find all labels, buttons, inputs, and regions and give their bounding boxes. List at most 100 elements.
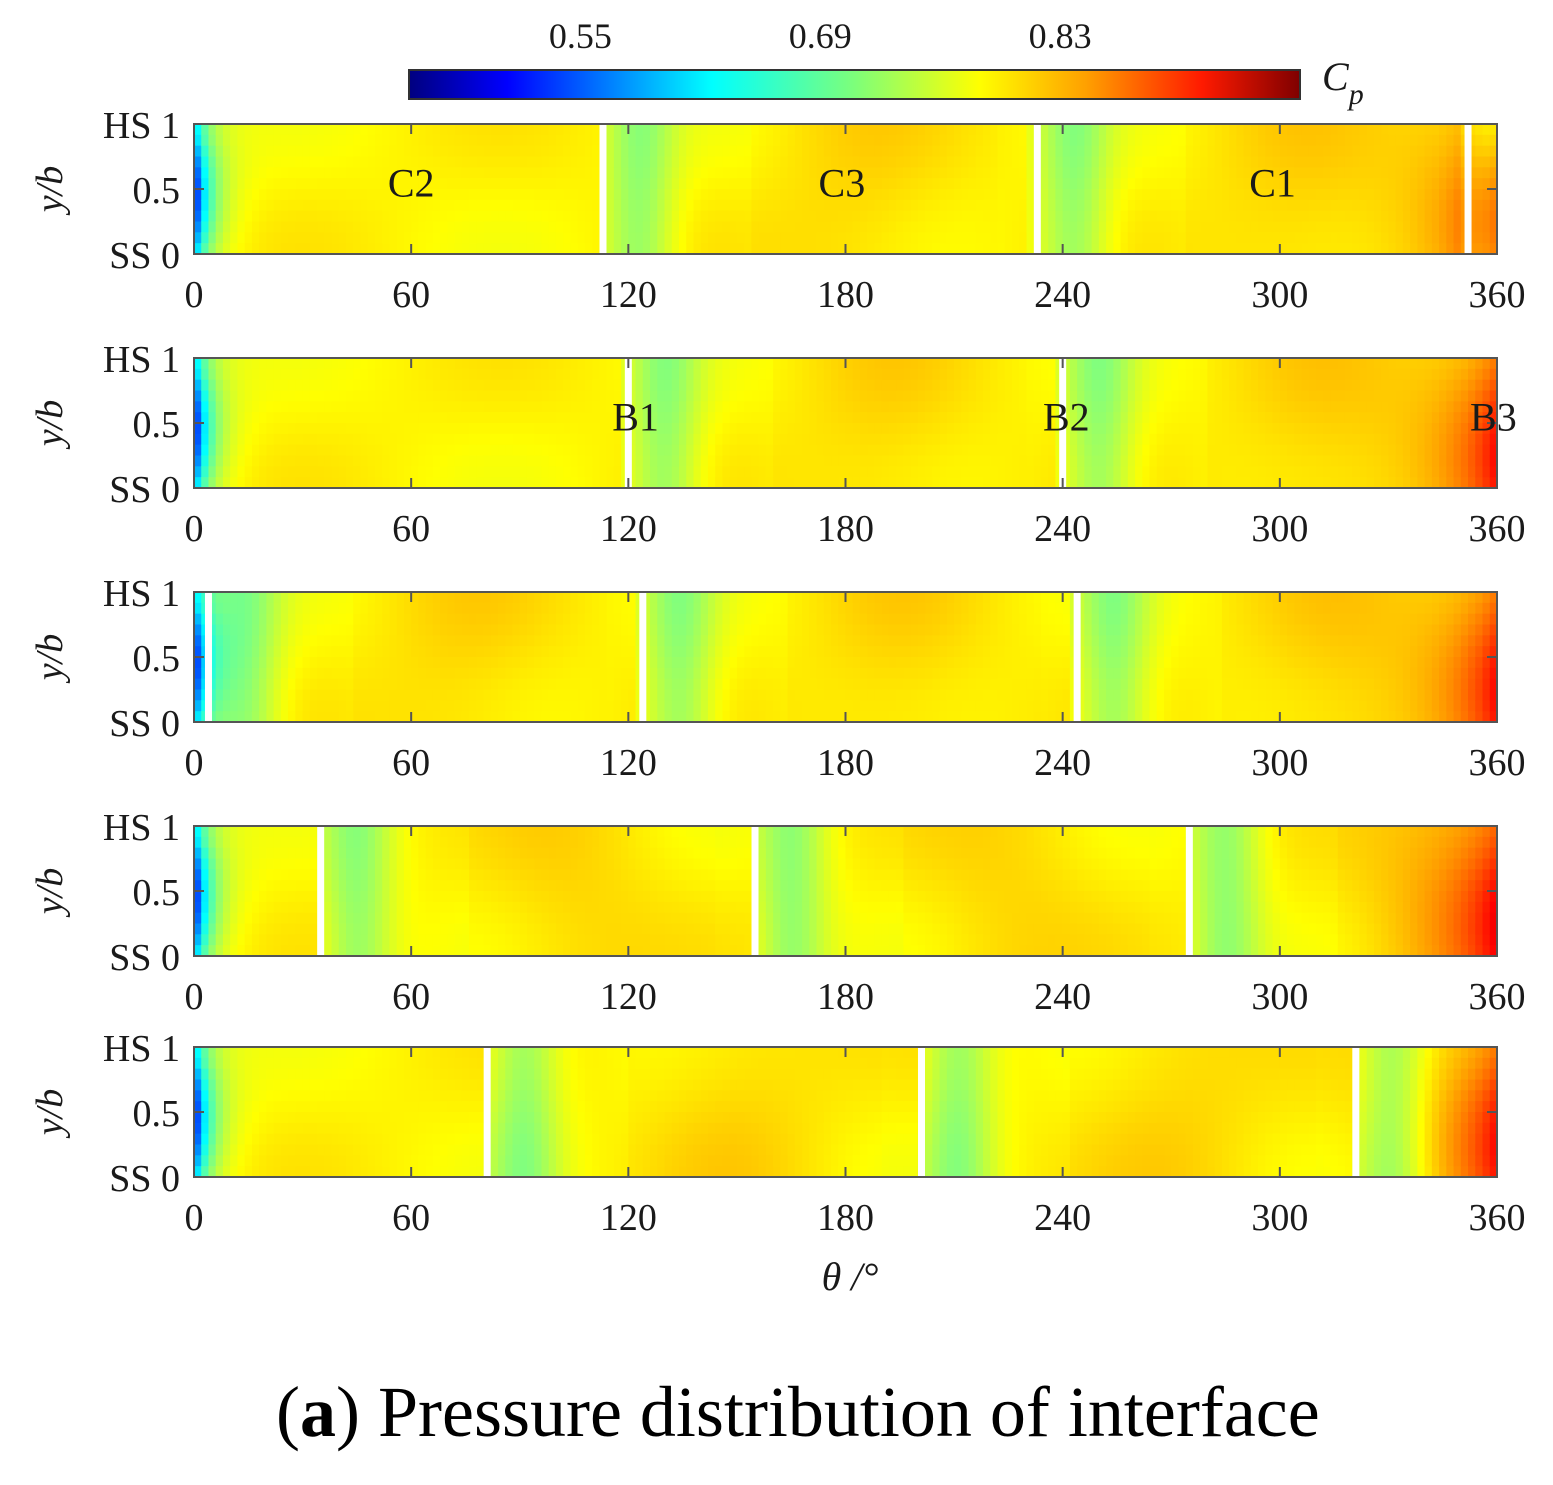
cp-cell xyxy=(707,189,716,201)
cp-cell xyxy=(657,444,666,457)
cp-cell xyxy=(324,444,333,457)
cp-cell xyxy=(208,412,217,424)
cp-cell xyxy=(809,134,818,147)
cp-cell xyxy=(628,189,637,201)
cp-cell xyxy=(1033,368,1042,381)
cp-cell xyxy=(1098,379,1107,392)
cp-cell xyxy=(1323,189,1332,201)
cp-cell xyxy=(208,423,217,435)
cp-cell xyxy=(519,646,528,658)
cp-cell xyxy=(1265,466,1274,478)
cp-cell xyxy=(367,592,376,604)
cp-cell xyxy=(838,189,847,201)
cp-cell xyxy=(534,423,543,435)
cp-cell xyxy=(367,134,376,147)
cp-cell xyxy=(1258,210,1266,223)
cp-cell xyxy=(555,243,564,255)
cp-cell xyxy=(1192,466,1201,478)
cp-cell xyxy=(700,466,709,478)
cp-cell xyxy=(1301,189,1310,201)
cp-cell xyxy=(367,678,376,691)
cp-cell xyxy=(490,613,499,626)
cp-cell xyxy=(389,711,398,723)
cp-cell xyxy=(859,232,868,244)
cp-cell xyxy=(1156,189,1165,201)
cp-cell xyxy=(483,178,492,190)
cp-cell xyxy=(309,423,318,435)
cp-cell xyxy=(664,145,673,158)
cp-cell xyxy=(447,178,456,190)
cp-cell xyxy=(744,433,752,446)
cp-cell xyxy=(932,358,941,370)
cp-cell xyxy=(736,433,745,446)
cp-cell xyxy=(215,667,224,680)
cp-cell xyxy=(526,134,535,147)
cp-cell xyxy=(1359,124,1368,136)
cp-cell xyxy=(874,145,883,158)
cp-cell xyxy=(266,156,275,168)
cp-cell xyxy=(1243,358,1252,370)
cp-cell xyxy=(1229,178,1237,190)
cp-cell xyxy=(396,455,405,467)
cp-cell xyxy=(411,646,420,658)
cp-cell xyxy=(1156,124,1165,136)
cp-cell xyxy=(360,646,369,658)
cp-cell xyxy=(1243,368,1252,381)
cp-cell xyxy=(346,379,354,392)
cp-cell xyxy=(526,635,535,647)
cp-cell xyxy=(461,477,470,489)
cp-cell xyxy=(548,156,557,168)
cp-cell xyxy=(584,199,593,212)
cp-cell xyxy=(1258,221,1266,233)
cp-cell xyxy=(1077,210,1085,223)
cp-cell xyxy=(526,124,535,136)
cp-cell xyxy=(222,134,231,147)
cp-cell xyxy=(215,124,224,136)
cp-cell xyxy=(266,243,275,255)
cp-cell xyxy=(570,145,579,158)
cp-cell xyxy=(1055,167,1064,179)
cp-cell xyxy=(1344,368,1353,381)
cp-cell xyxy=(476,390,485,402)
cp-cell xyxy=(1243,466,1252,478)
cp-cell xyxy=(1468,379,1476,392)
cp-cell xyxy=(961,145,970,158)
cp-cell xyxy=(1156,167,1165,179)
cp-cell xyxy=(1258,189,1266,201)
cp-field xyxy=(194,358,1498,489)
cp-cell xyxy=(324,466,333,478)
cp-cell xyxy=(324,635,333,647)
cp-cell xyxy=(657,210,666,223)
cp-cell xyxy=(983,379,991,392)
cp-cell xyxy=(1272,189,1281,201)
cp-cell xyxy=(425,189,434,201)
cp-cell xyxy=(222,358,231,370)
cp-cell xyxy=(1352,221,1361,233)
cp-cell xyxy=(367,210,376,223)
cp-cell xyxy=(208,221,217,233)
cp-cell xyxy=(324,221,333,233)
cp-cell xyxy=(758,444,767,457)
cp-cell xyxy=(331,700,340,712)
cp-cell xyxy=(483,167,492,179)
cp-cell xyxy=(896,167,905,179)
cp-cell xyxy=(910,412,919,424)
cp-cell xyxy=(671,167,680,179)
cp-cell xyxy=(787,124,796,136)
cp-cell xyxy=(194,178,202,190)
cp-cell xyxy=(1236,134,1245,147)
cp-cell xyxy=(1106,178,1114,190)
cp-cell xyxy=(1229,156,1237,168)
cp-cell xyxy=(1040,134,1049,147)
cp-cell xyxy=(1207,199,1216,212)
cp-cell xyxy=(230,700,239,712)
cp-cell xyxy=(751,232,760,244)
cp-cell xyxy=(360,477,369,489)
cp-cell xyxy=(1316,358,1324,370)
cp-cell xyxy=(505,156,514,168)
cp-cell xyxy=(288,613,296,626)
cp-cell xyxy=(1301,423,1310,435)
cp-cell xyxy=(729,368,738,381)
cp-cell xyxy=(845,221,854,233)
cp-cell xyxy=(1279,232,1288,244)
